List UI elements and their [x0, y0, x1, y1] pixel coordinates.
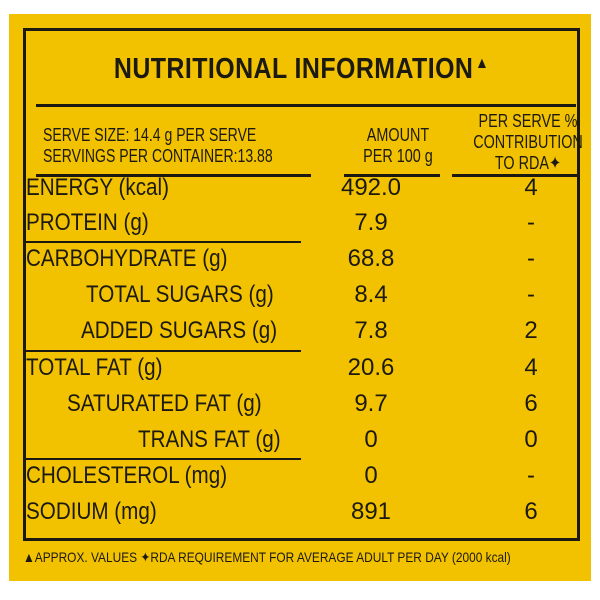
- nutrition-table-frame: NUTRITIONAL INFORMATION ▲ SERVE SIZE: 14.…: [23, 28, 583, 541]
- amount-header-line2: PER 100 g: [363, 146, 433, 166]
- nutrient-rda: -: [527, 245, 535, 272]
- nutrient-name: TOTAL FAT (g): [26, 354, 163, 381]
- nutrient-rda: -: [527, 281, 535, 308]
- approx-marker-icon: ▲: [475, 55, 490, 72]
- nutrient-row: TOTAL FAT (g) 20.6 4: [9, 351, 600, 385]
- nutrient-rda: -: [527, 209, 535, 236]
- serving-info: SERVE SIZE: 14.4 g PER SERVE SERVINGS PE…: [43, 125, 273, 167]
- nutrient-name: ADDED SUGARS (g): [81, 317, 278, 344]
- nutrient-amount: 8.4: [354, 281, 388, 308]
- nutrient-amount: 68.8: [347, 245, 395, 272]
- nutrient-name: ENERGY (kcal): [26, 174, 169, 201]
- label-title: NUTRITIONAL INFORMATION ▲: [65, 53, 539, 86]
- nutrient-rda: 4: [524, 354, 538, 381]
- servings-per-container: SERVINGS PER CONTAINER:13.88: [43, 146, 273, 166]
- nutrient-name: CHOLESTEROL (mg): [26, 462, 228, 489]
- nutrient-name: CARBOHYDRATE (g): [26, 245, 228, 272]
- nutrient-rda: 6: [524, 498, 538, 525]
- row-rule: [26, 350, 301, 352]
- nutrient-rda: 0: [524, 426, 538, 453]
- nutrient-row: ENERGY (kcal) 492.0 4: [9, 171, 600, 205]
- nutrient-name: PROTEIN (g): [26, 209, 149, 236]
- title-text: NUTRITIONAL INFORMATION: [113, 53, 474, 85]
- header-rule-right: [452, 174, 578, 177]
- amount-header: AMOUNT PER 100 g: [355, 125, 441, 167]
- nutrient-amount: 9.7: [354, 390, 388, 417]
- nutrient-row: CARBOHYDRATE (g) 68.8 -: [9, 242, 600, 276]
- nutrient-name: TRANS FAT (g): [138, 426, 281, 453]
- nutrient-row: PROTEIN (g) 7.9 -: [9, 206, 600, 240]
- row-rule: [26, 241, 301, 243]
- nutrient-amount: 891: [350, 498, 392, 525]
- nutrient-row: TRANS FAT (g) 0 0: [9, 423, 600, 457]
- nutrient-name: SODIUM (mg): [26, 498, 157, 525]
- amount-header-line1: AMOUNT: [366, 125, 430, 145]
- nutrient-amount: 7.8: [354, 317, 388, 344]
- nutrient-amount: 7.9: [354, 209, 388, 236]
- header-rule-mid: [344, 174, 440, 177]
- nutrient-row: ADDED SUGARS (g) 7.8 2: [9, 314, 600, 348]
- nutrient-amount: 20.6: [347, 354, 395, 381]
- nutrition-label: NUTRITIONAL INFORMATION ▲ SERVE SIZE: 14.…: [9, 14, 591, 581]
- nutrient-rda: 2: [524, 317, 538, 344]
- nutrient-amount: 0: [364, 462, 378, 489]
- serve-size: SERVE SIZE: 14.4 g PER SERVE: [43, 125, 257, 145]
- nutrient-rda: 4: [524, 174, 538, 201]
- nutrient-rda: -: [527, 462, 535, 489]
- nutrient-row: SODIUM (mg) 891 6: [9, 495, 600, 529]
- nutrient-amount: 0: [364, 426, 378, 453]
- title-rule: [36, 104, 576, 107]
- header-rule-left: [36, 174, 311, 177]
- rda-header-line1: PER SERVE %: [478, 111, 578, 131]
- footnote: ▲APPROX. VALUES ✦RDA REQUIREMENT FOR AVE…: [23, 549, 511, 565]
- nutrient-rda: 6: [524, 390, 538, 417]
- rda-header-line3: TO RDA✦: [494, 153, 562, 173]
- nutrient-name: TOTAL SUGARS (g): [86, 281, 274, 308]
- nutrient-row: SATURATED FAT (g) 9.7 6: [9, 387, 600, 421]
- nutrient-row: CHOLESTEROL (mg) 0 -: [9, 459, 600, 493]
- nutrient-name: SATURATED FAT (g): [67, 390, 262, 417]
- rda-header: PER SERVE % CONTRIBUTION TO RDA✦: [469, 111, 587, 174]
- nutrient-row: TOTAL SUGARS (g) 8.4 -: [9, 278, 600, 312]
- row-rule: [26, 458, 301, 460]
- rda-header-line2: CONTRIBUTION: [473, 132, 583, 152]
- nutrient-amount: 492.0: [340, 174, 402, 201]
